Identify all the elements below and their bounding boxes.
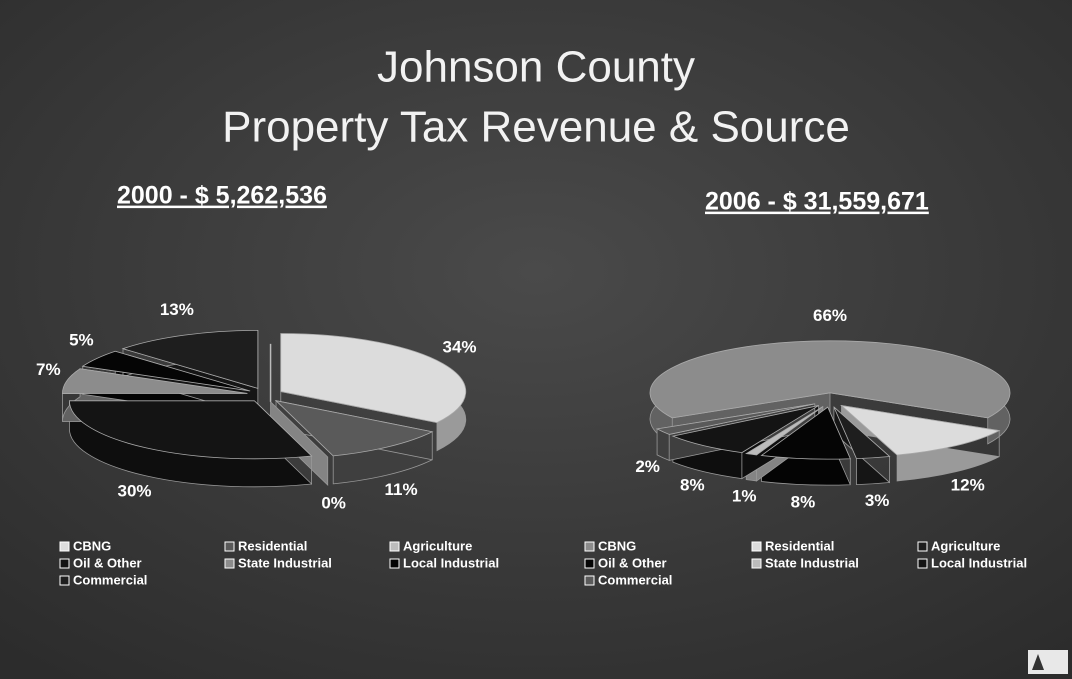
value-label: 5% — [69, 330, 94, 349]
slice-top — [121, 329, 259, 389]
legend-label: CBNG — [598, 538, 636, 553]
legend-swatch — [917, 541, 928, 552]
legend-swatch — [59, 575, 70, 586]
slice-top — [840, 404, 1001, 456]
pie-slice — [760, 406, 851, 460]
value-label: 66% — [813, 306, 847, 325]
value-label: 30% — [117, 482, 151, 501]
logo — [1028, 650, 1068, 674]
slice-top — [280, 333, 467, 424]
legend-label: Oil & Other — [598, 555, 667, 570]
legend-label: CBNG — [73, 538, 111, 553]
legend-label: State Industrial — [765, 555, 859, 570]
title-line: Johnson County — [377, 43, 695, 92]
slice-top — [745, 406, 824, 456]
legend-swatch — [917, 558, 928, 569]
value-label: 1% — [732, 487, 757, 506]
legend-label: Residential — [238, 538, 307, 553]
chart-title: 2000 - $ 5,262,536 — [117, 182, 327, 210]
slice-top — [274, 400, 434, 457]
legend-label: Local Industrial — [931, 555, 1027, 570]
slice-top — [671, 405, 819, 454]
value-label: 12% — [951, 475, 985, 494]
slice-top — [833, 406, 891, 460]
slice-top — [760, 406, 851, 460]
legend-label: Agriculture — [403, 538, 472, 553]
pie-slice — [81, 350, 251, 392]
slice-top — [649, 340, 1011, 419]
pie-tops — [62, 329, 467, 460]
title-line: Property Tax Revenue & Source — [222, 103, 850, 152]
slice-top — [81, 350, 251, 392]
legend-label: Oil & Other — [73, 555, 142, 570]
legend-swatch — [751, 541, 762, 552]
legend-swatch — [59, 558, 70, 569]
value-label: 2% — [635, 457, 660, 476]
legend-swatch — [584, 541, 595, 552]
legend-swatch — [389, 541, 400, 552]
pie-slice — [649, 340, 1011, 419]
pie-slice — [62, 368, 248, 394]
legend-label: Agriculture — [931, 538, 1000, 553]
pie-slice — [655, 403, 815, 435]
chart-title: 2006 - $ 31,559,671 — [705, 188, 929, 216]
value-label: 0% — [321, 494, 346, 513]
pie-slice — [121, 329, 259, 389]
legend-label: Commercial — [73, 572, 147, 587]
pie-slice — [745, 406, 824, 456]
legend-swatch — [584, 575, 595, 586]
slice-top — [69, 400, 313, 460]
pie-tops — [649, 340, 1011, 460]
legend-swatch — [59, 541, 70, 552]
value-label: 34% — [443, 337, 477, 356]
pie-slice — [833, 406, 891, 460]
pie-slice — [840, 404, 1001, 456]
legend-label: Commercial — [598, 572, 672, 587]
legend-swatch — [224, 558, 235, 569]
legend-label: State Industrial — [238, 555, 332, 570]
value-label: 3% — [865, 491, 890, 510]
legend-swatch — [751, 558, 762, 569]
value-label: 11% — [385, 480, 418, 499]
legend-swatch — [224, 541, 235, 552]
pie-slice — [280, 333, 467, 424]
value-label: 8% — [680, 475, 705, 494]
pie-slice — [274, 400, 434, 457]
value-label: 13% — [160, 300, 194, 319]
value-label: 7% — [36, 360, 61, 379]
slice-top — [62, 368, 248, 394]
pie-slice — [671, 405, 819, 454]
legend-label: Residential — [765, 538, 834, 553]
legend-label: Local Industrial — [403, 555, 499, 570]
slice-top — [655, 403, 815, 435]
legend-swatch — [389, 558, 400, 569]
legend-swatch — [584, 558, 595, 569]
value-label: 8% — [791, 492, 816, 511]
pie-slice — [69, 400, 313, 460]
